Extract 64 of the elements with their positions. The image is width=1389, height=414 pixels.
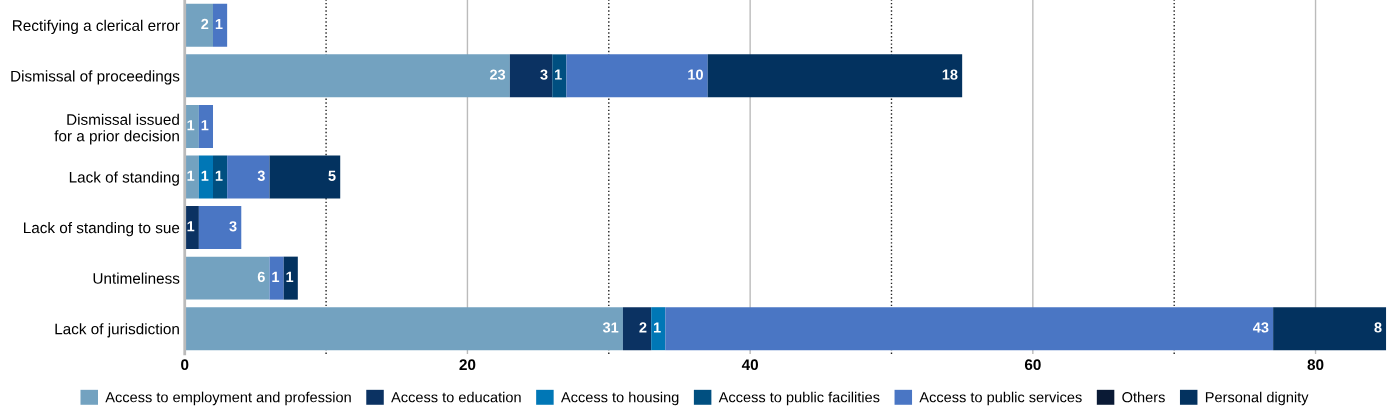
data-label: 23	[489, 69, 506, 80]
bar	[509, 54, 553, 98]
y-tick-label: Untimeliness	[93, 272, 180, 284]
bar	[269, 256, 284, 300]
bar	[198, 206, 242, 250]
y-tick-label: Rectifying a clerical error	[13, 19, 180, 34]
bar	[213, 3, 228, 47]
y-tick-label: Lack of jurisdiction	[55, 323, 179, 338]
x-tick-label: 0	[181, 359, 189, 371]
legend-label: Access to public services	[919, 391, 1082, 406]
bar	[184, 3, 214, 47]
data-label: 1	[653, 322, 661, 333]
y-tick-label: Dismissal of proceedings	[11, 70, 180, 85]
y-tick-label: Dismissal issued for a prior decision	[54, 113, 179, 145]
data-label: 1	[215, 170, 223, 181]
data-label: 1	[555, 69, 562, 80]
data-label: 2	[201, 18, 209, 30]
legend-label: Personal dignity	[1205, 391, 1309, 406]
data-label: 1	[272, 271, 280, 282]
data-label: 1	[187, 170, 195, 181]
data-label: 5	[328, 170, 336, 181]
x-tick-label: 60	[1024, 359, 1041, 371]
data-label: 43	[1252, 322, 1269, 333]
data-label: 2	[639, 322, 647, 333]
bar	[184, 54, 510, 98]
x-tick-label: 40	[741, 359, 759, 371]
bar	[651, 307, 666, 351]
data-label: 18	[942, 69, 958, 80]
bar	[1273, 307, 1387, 351]
bar	[213, 155, 228, 199]
bar	[707, 54, 963, 98]
data-label: 10	[688, 69, 703, 80]
legend-label: Others	[1122, 391, 1165, 403]
legend-label: Access to employment and profession	[105, 391, 351, 406]
legend-label: Access to housing	[560, 391, 679, 406]
data-label: 1	[201, 120, 209, 131]
y-tick-label: Lack of standing to sue	[24, 222, 180, 237]
legend-label: Access to education	[391, 391, 521, 403]
bar	[552, 54, 567, 98]
bar	[184, 256, 270, 300]
data-label: 1	[286, 271, 294, 282]
bar	[665, 307, 1274, 351]
data-label: 3	[257, 170, 265, 181]
data-label: 3	[229, 221, 237, 232]
legend-label: Access to public facilities	[718, 391, 880, 406]
data-label: 3	[540, 69, 548, 80]
data-label: 1	[187, 221, 195, 232]
bar	[283, 256, 298, 300]
data-label: 1	[201, 170, 209, 181]
data-label: 31	[602, 322, 619, 333]
x-tick-label: 20	[459, 359, 476, 371]
bar	[184, 307, 623, 351]
data-label: 1	[187, 120, 195, 131]
bar	[227, 155, 270, 199]
x-tick-label: 80	[1307, 359, 1324, 371]
data-label: 6	[257, 271, 265, 283]
data-label: 1	[215, 19, 223, 30]
bar	[198, 104, 214, 148]
y-tick-label: Lack of standing	[69, 171, 179, 186]
bar	[198, 155, 214, 199]
bar	[269, 155, 341, 199]
data-label: 8	[1374, 322, 1382, 333]
bar	[566, 54, 708, 98]
bar	[622, 307, 652, 351]
